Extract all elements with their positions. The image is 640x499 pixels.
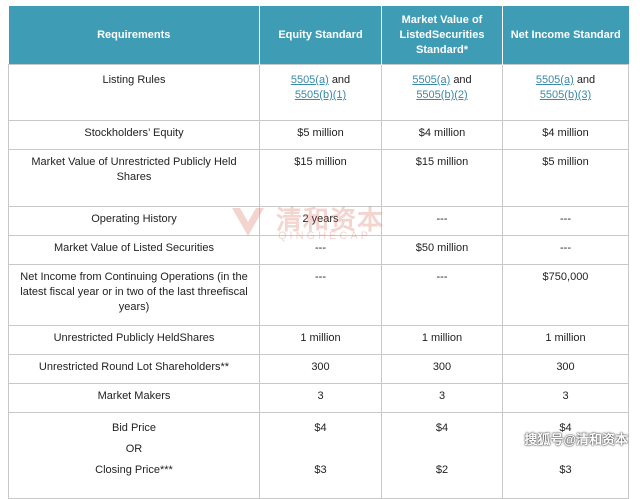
cell-net-income: --- xyxy=(502,206,629,236)
listing-requirements-table: Requirements Equity Standard Market Valu… xyxy=(8,6,629,499)
cell-mvls: 1 million xyxy=(381,325,503,355)
closing-value: $2 xyxy=(435,464,449,476)
rule-link[interactable]: 5505(b)(2) xyxy=(416,89,468,101)
header-mvls-standard: Market Value of ListedSecurities Standar… xyxy=(381,6,503,65)
header-net-income-standard: Net Income Standard xyxy=(502,6,629,65)
listing-rules-net-income: 5505(a) and 5505(b)(3) xyxy=(502,64,629,121)
listing-rules-mvls: 5505(a) and 5505(b)(2) xyxy=(381,64,503,121)
rule-link[interactable]: 5505(a) xyxy=(412,74,451,86)
and-text: and xyxy=(331,74,351,86)
cell-equity: --- xyxy=(259,264,382,326)
header-row: Requirements Equity Standard Market Valu… xyxy=(8,6,629,65)
row-label: Unrestricted Publicly HeldShares xyxy=(8,325,260,355)
table-row: Stockholders’ Equity $5 million $4 milli… xyxy=(8,120,629,150)
cell-equity: --- xyxy=(259,235,382,265)
table-row: Market Value of Unrestricted Publicly He… xyxy=(8,149,629,207)
row-label: Stockholders’ Equity xyxy=(8,120,260,150)
and-text: and xyxy=(576,74,596,86)
or-label: OR xyxy=(125,443,143,455)
cell-net-income: --- xyxy=(502,235,629,265)
cell-mvls: $15 million xyxy=(381,149,503,207)
table-row: Market Value of Listed Securities --- $5… xyxy=(8,235,629,265)
listing-rules-equity: 5505(a) and 5505(b)(1) xyxy=(259,64,382,121)
rule-link[interactable]: 5505(a) xyxy=(535,74,574,86)
cell-mvls: $4 million xyxy=(381,120,503,150)
row-label: Market Value of Unrestricted Publicly He… xyxy=(8,149,260,207)
rule-link[interactable]: 5505(b)(3) xyxy=(539,89,592,101)
table-row: Market Makers 3 3 3 xyxy=(8,383,629,413)
row-label: Unrestricted Round Lot Shareholders** xyxy=(8,354,260,384)
table-row: Net Income from Continuing Operations (i… xyxy=(8,264,629,326)
cell-net-income: 1 million xyxy=(502,325,629,355)
cell-net-income: 300 xyxy=(502,354,629,384)
table-row: Bid Price OR Closing Price*** $4 $3 $4 $… xyxy=(8,412,629,499)
rule-link[interactable]: 5505(b)(1) xyxy=(294,89,347,101)
header-equity-standard: Equity Standard xyxy=(259,6,382,65)
row-label-bid-closing: Bid Price OR Closing Price*** xyxy=(8,412,260,499)
cell-equity: $5 million xyxy=(259,120,382,150)
cell-net-income: $4 million xyxy=(502,120,629,150)
cell-net-income: 3 xyxy=(502,383,629,413)
cell-mvls: --- xyxy=(381,264,503,326)
row-label: Market Makers xyxy=(8,383,260,413)
cell-equity: 300 xyxy=(259,354,382,384)
table-row: Unrestricted Publicly HeldShares 1 milli… xyxy=(8,325,629,355)
row-label: Net Income from Continuing Operations (i… xyxy=(8,264,260,326)
cell-equity: 1 million xyxy=(259,325,382,355)
cell-mvls: $50 million xyxy=(381,235,503,265)
closing-value: $3 xyxy=(314,464,327,476)
cell-equity: 2 years xyxy=(259,206,382,236)
cell-equity: 3 xyxy=(259,383,382,413)
bid-value: $4 xyxy=(314,422,327,434)
and-text: and xyxy=(453,74,472,86)
table-row: Listing Rules 5505(a) and 5505(b)(1) 550… xyxy=(8,64,629,121)
cell-mvls: 3 xyxy=(381,383,503,413)
source-credit: 搜狐号@清和资本 xyxy=(524,432,628,447)
cell-equity-bid: $4 $3 xyxy=(259,412,382,499)
bid-value: $4 xyxy=(435,422,449,434)
cell-mvls: --- xyxy=(381,206,503,236)
cell-net-income-bid: $4 $3 xyxy=(502,412,629,499)
closing-value: $3 xyxy=(559,464,572,476)
closing-price-label: Closing Price*** xyxy=(95,464,173,476)
cell-mvls-bid: $4 $2 xyxy=(381,412,503,499)
rule-link[interactable]: 5505(a) xyxy=(290,74,329,86)
cell-equity: $15 million xyxy=(259,149,382,207)
row-label: Market Value of Listed Securities xyxy=(8,235,260,265)
table-row: Operating History 2 years --- --- xyxy=(8,206,629,236)
cell-mvls: 300 xyxy=(381,354,503,384)
cell-net-income: $750,000 xyxy=(502,264,629,326)
bid-value: $4 xyxy=(559,422,572,434)
cell-net-income: $5 million xyxy=(502,149,629,207)
bid-price-label: Bid Price xyxy=(111,422,157,434)
row-label: Listing Rules xyxy=(8,64,260,121)
header-requirements: Requirements xyxy=(8,6,260,65)
row-label: Operating History xyxy=(8,206,260,236)
table-row: Unrestricted Round Lot Shareholders** 30… xyxy=(8,354,629,384)
